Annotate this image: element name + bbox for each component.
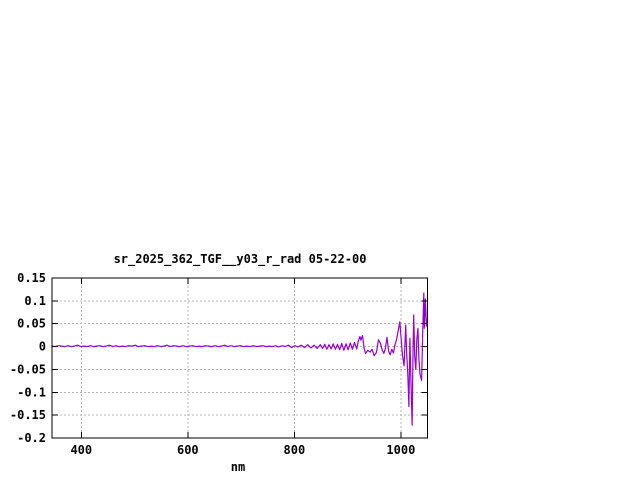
x-tick-label: 600 xyxy=(177,443,199,457)
y-tick-label: -0.05 xyxy=(10,362,46,376)
plot-border xyxy=(51,277,428,439)
x-axis-label: nm xyxy=(231,460,245,474)
x-tick-label: 800 xyxy=(284,443,306,457)
plot-frame xyxy=(51,277,428,439)
axis-tick-marks xyxy=(52,277,428,439)
series-line xyxy=(51,292,429,426)
series-line-group xyxy=(51,292,429,426)
y-tick-label: -0.2 xyxy=(17,431,46,445)
chart-title: sr_2025_362_TGF__y03_r_rad 05-22-00 xyxy=(114,252,367,267)
y-tick-label: 0.15 xyxy=(17,271,46,285)
axis-tick-labels: 400 600 800 1000 0.15 0.1 0.05 0 -0.05 -0.1 -0.15 -… xyxy=(10,271,415,457)
y-tick-label: -0.15 xyxy=(10,408,46,422)
y-tick-label: 0.1 xyxy=(24,294,46,308)
grid-lines xyxy=(52,278,428,438)
x-tick-label: 400 xyxy=(70,443,92,457)
x-tick-label: 1000 xyxy=(386,443,415,457)
y-tick-label: 0.05 xyxy=(17,317,46,331)
y-tick-label: -0.1 xyxy=(17,385,46,399)
y-tick-label: 0 xyxy=(39,340,46,354)
